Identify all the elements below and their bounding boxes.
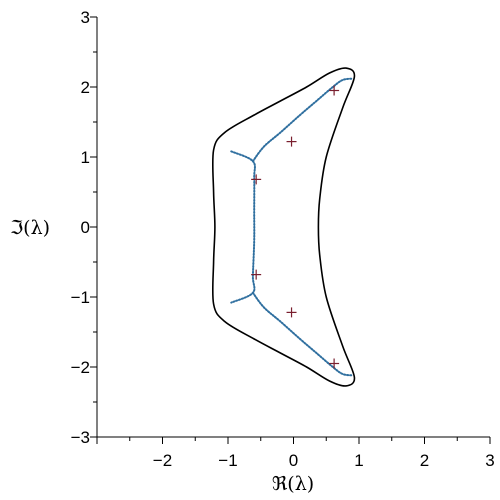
eigenvalue-locus-2	[251, 77, 354, 163]
y-tick-label: 2	[81, 78, 90, 97]
x-tick-label: −1	[218, 451, 237, 470]
y-tick-label: −3	[71, 428, 90, 447]
boundary-curve	[211, 67, 356, 387]
eigenvalue-locus-3	[251, 291, 354, 377]
y-tick-label: 3	[81, 8, 90, 27]
y-axis-label: ℑ(λ)	[10, 217, 50, 239]
y-tick-label: −2	[71, 358, 90, 377]
y-tick-label: −1	[71, 288, 90, 307]
eigenvalue-marker	[251, 174, 262, 185]
y-tick-label: 1	[81, 148, 90, 167]
eigenvalue-marker	[286, 307, 297, 318]
eigenvalue-marker	[329, 85, 340, 96]
x-tick-label: 2	[420, 451, 429, 470]
eigenvalue-marker	[286, 136, 297, 147]
eigenvalue-marker	[251, 269, 262, 280]
series-layer	[211, 67, 356, 387]
x-axis: −2 −1 0 1 2 3	[96, 437, 495, 470]
plot-area: −2 −1 0 1 2 3 −3 −2 −1 0 1 2 3	[71, 8, 495, 470]
y-axis: −3 −2 −1 0 1 2 3	[71, 8, 97, 447]
x-tick-label: −2	[153, 451, 172, 470]
x-tick-label: 1	[354, 451, 363, 470]
x-tick-label: 3	[485, 451, 494, 470]
eigenvalue-marker	[329, 358, 340, 369]
x-tick-label: 0	[289, 451, 298, 470]
y-tick-label: 0	[81, 218, 90, 237]
eigenvalue-locus-1	[230, 150, 256, 304]
x-axis-label: ℜ(λ)	[272, 473, 314, 495]
